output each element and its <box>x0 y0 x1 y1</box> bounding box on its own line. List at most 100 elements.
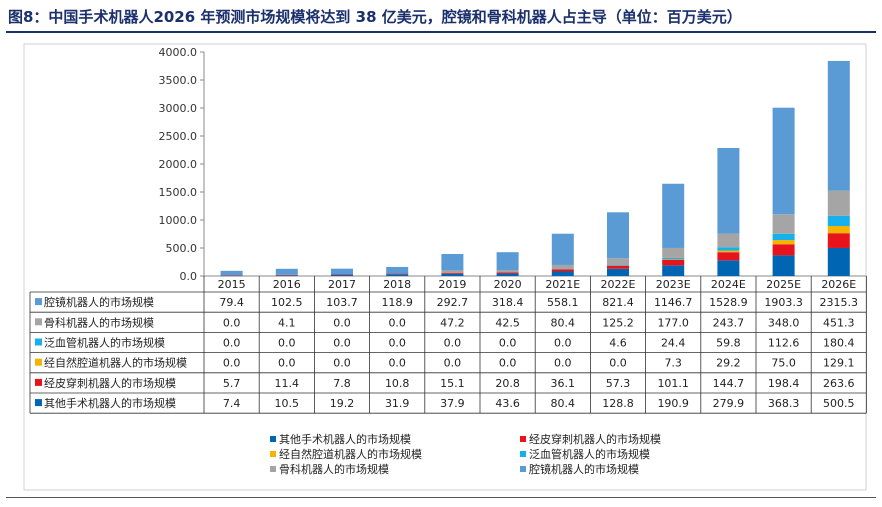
table-cell-value: 5.7 <box>223 377 241 390</box>
bar-segment <box>275 268 298 275</box>
table-cell-value: 15.1 <box>440 377 465 390</box>
table-series-name: 泛血管机器人的市场规模 <box>44 336 165 350</box>
table-cell-value: 198.4 <box>768 377 800 390</box>
bars <box>220 60 850 277</box>
table-cell-value: 500.5 <box>823 397 855 410</box>
bar-segment <box>386 274 409 276</box>
table-cell-value: 180.4 <box>823 337 855 350</box>
table-cell-value: 0.0 <box>499 337 517 350</box>
bar-segment <box>772 240 795 245</box>
table-series-name: 经自然腔道机器人的市场规模 <box>44 356 187 370</box>
table-cell-value: 1903.3 <box>764 296 803 309</box>
x-tick-label: 2024E <box>711 278 746 291</box>
y-tick-label: 3000.0 <box>159 102 198 115</box>
table-series-name: 骨科机器人的市场规模 <box>44 315 154 329</box>
bar-segment <box>717 147 740 234</box>
table-cell-value: 0.0 <box>609 357 627 370</box>
bar-segment <box>386 273 409 275</box>
table-series-name: 腔镜机器人的市场规模 <box>44 295 154 309</box>
bar-segment <box>662 247 685 258</box>
x-tick-label: 2017 <box>328 278 356 291</box>
bar-segment <box>717 252 740 261</box>
table-cell-value: 1146.7 <box>654 296 693 309</box>
bar-segment <box>551 271 574 276</box>
table-cell-value: 42.5 <box>495 316 520 329</box>
table-cell-value: 47.2 <box>440 316 465 329</box>
bar-segment <box>496 273 519 276</box>
bar-segment <box>717 233 740 248</box>
bar-segment <box>331 274 353 275</box>
x-tick-label: 2022E <box>601 278 636 291</box>
table-cell-value: 20.8 <box>495 377 520 390</box>
bar-segment <box>772 214 795 234</box>
table-legend-key <box>35 378 42 386</box>
chart-title: 图8：中国手术机器人2026 年预测市场规模将达到 38 亿美元，腔镜和骨科机器… <box>8 8 742 26</box>
table-cell-value: 101.1 <box>657 377 689 390</box>
table-cell-value: 125.2 <box>602 316 634 329</box>
y-tick-label: 500.0 <box>166 242 198 255</box>
table-cell-value: 0.0 <box>444 337 462 350</box>
y-tick-label: 0.0 <box>180 270 198 283</box>
bar-segment <box>827 225 850 234</box>
table-cell-value: 31.9 <box>385 397 410 410</box>
bar-segment <box>496 270 519 273</box>
bar-segment <box>662 259 685 266</box>
chart-frame <box>23 43 867 491</box>
y-axis: 0.0 500.0 1000.0 1500.0 2000.0 2500.0 3000.0 35… <box>159 46 867 283</box>
table-cell-value: 118.9 <box>381 296 413 309</box>
y-tick-label: 2000.0 <box>159 158 198 171</box>
table-cell-value: 24.4 <box>661 337 686 350</box>
table-cell-value: 0.0 <box>278 357 296 370</box>
legend-key <box>520 451 526 457</box>
table-cell-value: 451.3 <box>823 316 855 329</box>
title-divider <box>6 31 876 33</box>
table-cell-value: 129.1 <box>823 357 855 370</box>
legend-label: 经自然腔道机器人的市场规模 <box>279 447 422 461</box>
bar-segment <box>717 260 740 276</box>
legend-key <box>270 466 276 472</box>
table-cell-value: 102.5 <box>271 296 303 309</box>
bar-segment <box>607 265 629 266</box>
bar-segment <box>441 253 464 271</box>
bar-segment <box>607 258 629 266</box>
bar-segment <box>717 250 740 253</box>
x-tick-label: 2023E <box>656 278 691 291</box>
legend-key <box>270 451 276 457</box>
bar-segment <box>772 255 795 276</box>
bar-segment <box>386 266 409 274</box>
table-cell-value: 263.6 <box>823 377 855 390</box>
bar-segment <box>441 273 464 274</box>
table-cell-value: 80.4 <box>551 397 576 410</box>
table-cell-value: 0.0 <box>444 357 462 370</box>
y-tick-label: 3500.0 <box>159 74 198 87</box>
bar-segment <box>772 233 795 241</box>
bar-segment <box>220 275 243 277</box>
x-tick-label: 2015 <box>218 278 246 291</box>
table-cell-value: 43.6 <box>495 397 520 410</box>
table-legend-key <box>35 358 42 366</box>
table-cell-value: 7.8 <box>333 377 351 390</box>
table-cell-value: 0.0 <box>554 337 572 350</box>
table-cell-value: 2315.3 <box>820 296 859 309</box>
table-cell-value: 57.3 <box>606 377 631 390</box>
table-cell-value: 348.0 <box>768 316 800 329</box>
table-cell-value: 7.4 <box>223 397 241 410</box>
bar-segment <box>827 233 850 248</box>
legend-key <box>520 466 526 472</box>
legend-key <box>270 436 276 442</box>
table-legend-key <box>35 399 42 407</box>
table-cell-value: 243.7 <box>713 316 745 329</box>
table-cell-value: 0.0 <box>223 357 241 370</box>
table-legend-key <box>35 338 42 346</box>
bar-segment <box>662 265 685 276</box>
bar-segment <box>275 274 298 276</box>
bar-segment <box>827 247 850 276</box>
legend-label: 泛血管机器人的市场规模 <box>529 447 650 461</box>
table-cell-value: 0.0 <box>278 337 296 350</box>
bar-segment <box>551 233 574 265</box>
table-cell-value: 0.0 <box>223 316 241 329</box>
table-legend-key <box>35 318 42 326</box>
x-tick-label: 2016 <box>273 278 301 291</box>
table-cell-value: 177.0 <box>657 316 689 329</box>
table-cell-value: 19.2 <box>330 397 355 410</box>
